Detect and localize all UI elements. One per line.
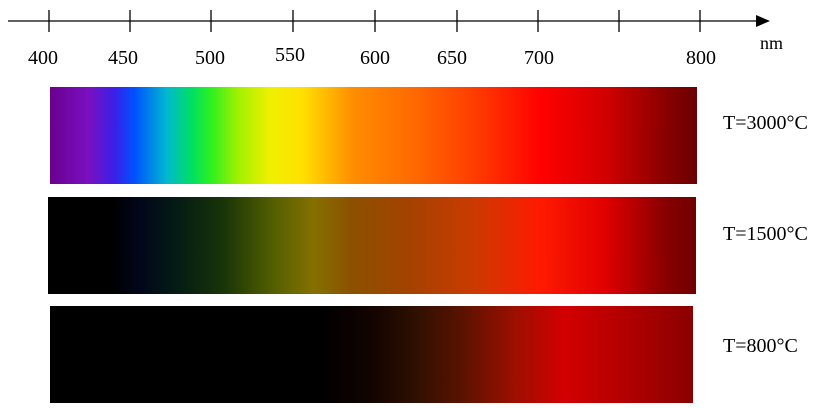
tick-label-450: 450 <box>108 47 138 69</box>
tick-label-700: 700 <box>524 47 554 69</box>
tick-label-500: 500 <box>195 47 225 69</box>
wavelength-axis: 400 450 500 550 600 650 700 800 nm <box>8 10 783 69</box>
axis-unit-label: nm <box>760 33 783 53</box>
tick-label-650: 650 <box>437 47 467 69</box>
tick-label-800: 800 <box>686 47 716 69</box>
tick-label-400: 400 <box>28 47 58 69</box>
tick-label-550: 550 <box>275 44 305 66</box>
temperature-label-3000c: T=3000°C <box>723 112 808 134</box>
spectrum-band-1500c <box>48 197 696 294</box>
temperature-label-800c: T=800°C <box>723 335 798 357</box>
spectrum-band-800c <box>50 306 693 403</box>
axis-arrowhead <box>756 15 770 27</box>
temperature-label-1500c: T=1500°C <box>723 223 808 245</box>
spectrum-band-3000c <box>50 87 697 184</box>
tick-label-600: 600 <box>360 47 390 69</box>
